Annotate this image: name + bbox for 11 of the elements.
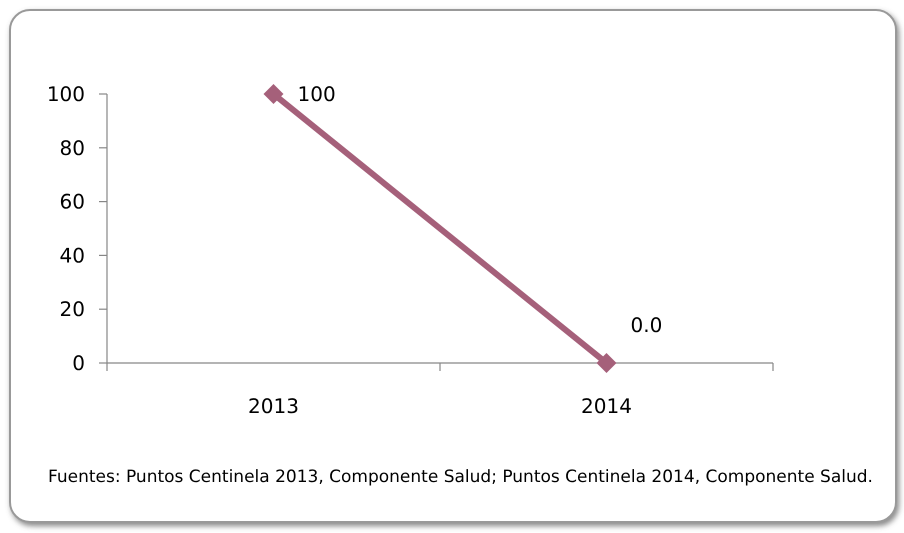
x-tick-label: 2014 (581, 394, 632, 418)
y-tick-label: 0 (72, 351, 85, 375)
y-tick-label: 60 (60, 190, 85, 214)
y-tick-label: 40 (60, 243, 85, 268)
y-tick-label: 80 (60, 136, 85, 160)
y-tick-label: 100 (46, 82, 85, 106)
y-tick-label: 20 (60, 297, 85, 322)
data-label: 0.0 (630, 313, 662, 337)
source-note: Fuentes: Puntos Centinela 2013, Componente Salud; Puntos Centinela 2014, Componente Salud. (48, 466, 874, 489)
x-tick-label: 2013 (248, 394, 299, 418)
data-label: 100 (298, 82, 336, 106)
